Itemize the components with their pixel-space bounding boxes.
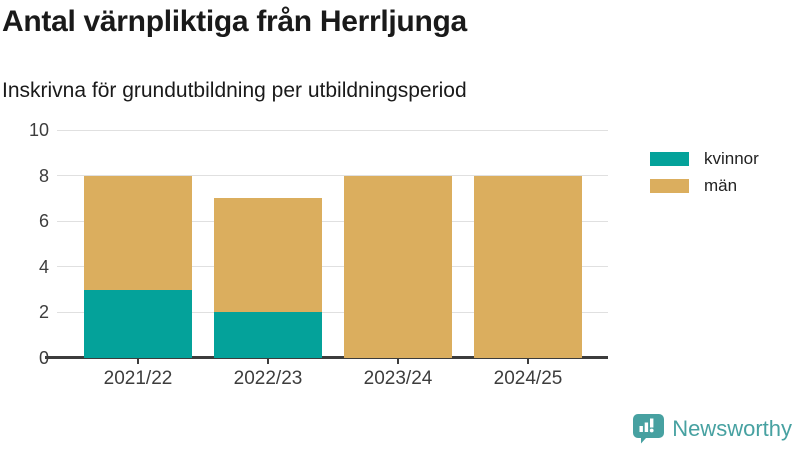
y-axis-tick-label-8: 8 xyxy=(38,165,49,186)
chart-legend: kvinnor män xyxy=(650,145,759,199)
gridline-y-8 xyxy=(57,175,608,177)
bar-segment-kvinnor-2022-23 xyxy=(214,312,322,358)
gridline-y-10 xyxy=(57,129,608,131)
x-axis-tick-2023-24 xyxy=(397,358,399,364)
legend-swatch-kvinnor xyxy=(650,151,689,166)
x-axis-label-2022-23: 2022/23 xyxy=(233,368,303,389)
newsworthy-logo[interactable]: Newsworthy xyxy=(632,413,792,444)
x-axis-line xyxy=(45,356,608,359)
x-axis-label-2024-25: 2024/25 xyxy=(493,368,563,389)
legend-label-man: män xyxy=(704,175,738,195)
gridline-y-6 xyxy=(57,220,608,222)
newsworthy-wordmark: Newsworthy xyxy=(672,415,792,441)
bar-segment-män-2022-23 xyxy=(214,198,322,313)
bar-segment-kvinnor-2021-22 xyxy=(84,289,192,358)
legend-label-kvinnor: kvinnor xyxy=(704,148,759,168)
y-axis-tick-label-4: 4 xyxy=(38,256,49,277)
y-axis-tick-label-10: 10 xyxy=(28,120,49,140)
x-axis-label-2021-22: 2021/22 xyxy=(103,368,173,389)
x-axis-tick-2021-22 xyxy=(137,358,139,364)
legend-swatch-man xyxy=(650,178,689,193)
bar-chart-plot-area: 0 2 4 6 8 10 2021/22 2022/23 2023/24 2024/25 xyxy=(29,120,608,389)
bar-segment-män-2023-24 xyxy=(344,175,452,358)
x-axis-label-2023-24: 2023/24 xyxy=(363,368,433,389)
chart-title: Antal värnpliktiga från Herrljunga xyxy=(2,5,467,38)
newsworthy-bubble-chart-icon xyxy=(633,414,665,444)
legend-item-kvinnor: kvinnor xyxy=(650,145,759,172)
x-axis-tick-2022-23 xyxy=(267,358,269,364)
gridline-y-4 xyxy=(57,266,608,268)
legend-item-man: män xyxy=(650,172,759,199)
chart-subtitle: Inskrivna för grundutbildning per utbild… xyxy=(2,79,467,102)
gridline-y-2 xyxy=(57,311,608,313)
y-axis-tick-label-2: 2 xyxy=(38,302,49,323)
bar-segment-män-2021-22 xyxy=(84,175,192,290)
x-axis-tick-2024-25 xyxy=(527,358,529,364)
bar-segment-män-2024-25 xyxy=(474,175,582,358)
y-axis-tick-label-6: 6 xyxy=(38,211,49,232)
y-axis-tick-label-0: 0 xyxy=(38,348,49,368)
